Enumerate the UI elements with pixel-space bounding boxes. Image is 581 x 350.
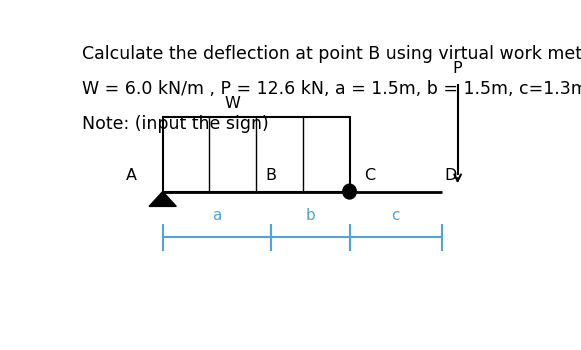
Text: W = 6.0 kN/m , P = 12.6 kN, a = 1.5m, b = 1.5m, c=1.3m: W = 6.0 kN/m , P = 12.6 kN, a = 1.5m, b … (81, 80, 581, 98)
Text: Note: (input the sign): Note: (input the sign) (81, 115, 268, 133)
Text: W: W (224, 96, 241, 111)
Text: b: b (305, 208, 315, 223)
Text: c: c (392, 208, 400, 223)
Text: A: A (125, 168, 137, 183)
Text: a: a (212, 208, 221, 223)
Text: P: P (453, 61, 462, 76)
Polygon shape (149, 191, 176, 206)
Text: D: D (444, 168, 457, 183)
Ellipse shape (343, 184, 356, 199)
Text: B: B (266, 168, 276, 183)
Text: Calculate the deflection at point B using virtual work method.: Calculate the deflection at point B usin… (81, 45, 581, 63)
Text: C: C (364, 168, 375, 183)
